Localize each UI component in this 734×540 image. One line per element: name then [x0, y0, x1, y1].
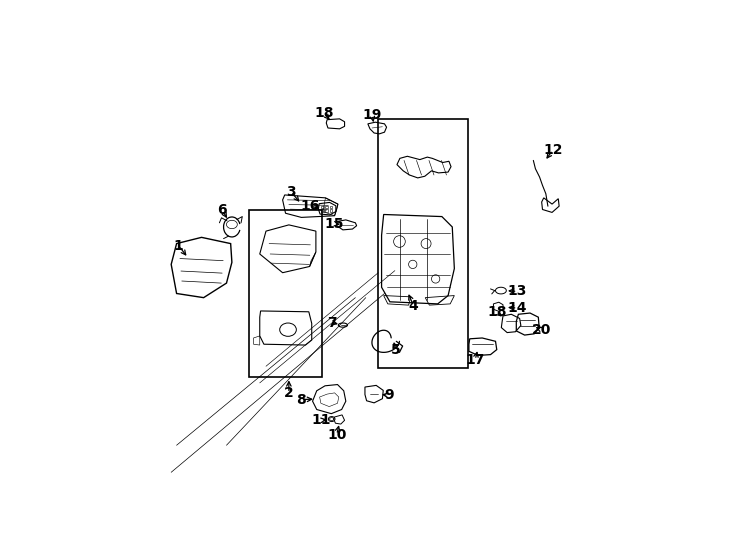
Text: 9: 9 — [384, 388, 393, 402]
Text: 7: 7 — [327, 315, 336, 329]
Bar — [321, 210, 324, 212]
Bar — [325, 210, 328, 212]
Text: 14: 14 — [508, 301, 527, 315]
Text: 5: 5 — [391, 342, 401, 356]
Text: 6: 6 — [217, 204, 227, 217]
Text: 12: 12 — [543, 143, 563, 157]
Text: 20: 20 — [531, 323, 551, 336]
Text: 17: 17 — [465, 353, 485, 367]
Text: 2: 2 — [284, 386, 294, 400]
Text: 1: 1 — [174, 239, 184, 253]
Text: 18: 18 — [487, 305, 506, 319]
Bar — [330, 210, 332, 212]
Bar — [330, 206, 332, 208]
Bar — [250, 210, 322, 377]
Text: 4: 4 — [409, 299, 418, 313]
Text: 3: 3 — [286, 185, 296, 199]
Text: 19: 19 — [363, 107, 382, 122]
Text: 10: 10 — [327, 428, 346, 442]
Text: 11: 11 — [311, 413, 330, 427]
Bar — [321, 206, 324, 208]
Text: 8: 8 — [297, 393, 306, 407]
Text: 18: 18 — [314, 106, 334, 120]
Text: 13: 13 — [508, 285, 527, 299]
Text: 16: 16 — [301, 199, 320, 213]
Bar — [325, 206, 328, 208]
Bar — [378, 119, 468, 368]
Text: 15: 15 — [324, 217, 344, 231]
